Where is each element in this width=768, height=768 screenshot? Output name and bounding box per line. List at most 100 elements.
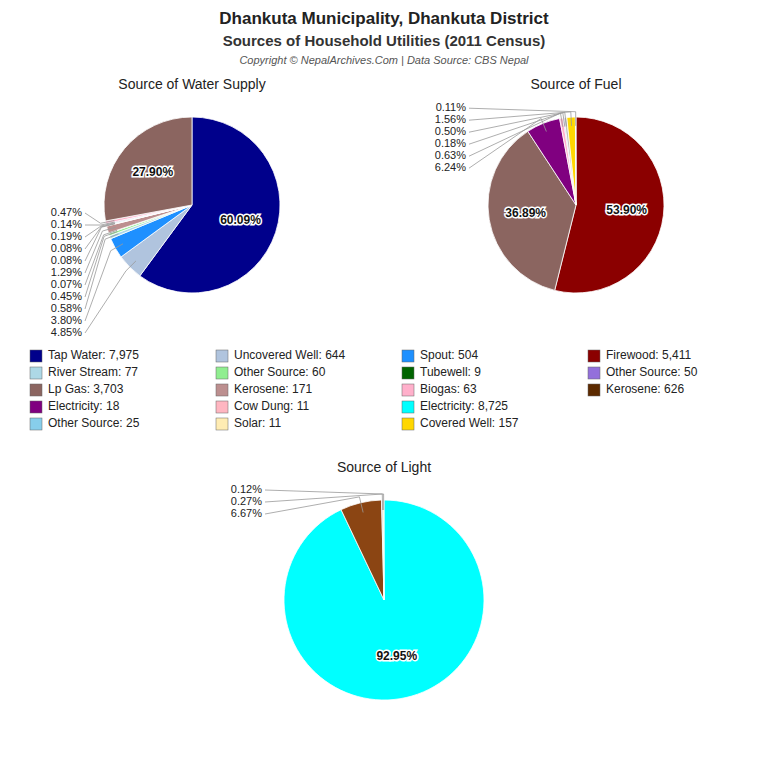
leader-line xyxy=(469,113,563,156)
data-label: 0.27% xyxy=(231,495,262,507)
legend-swatch xyxy=(402,401,414,413)
leader-line xyxy=(85,261,136,333)
pie-slice xyxy=(567,117,576,205)
legend-swatch xyxy=(30,401,42,413)
pie-slice xyxy=(564,117,576,205)
pie-slice xyxy=(575,117,577,205)
data-label: 0.08% xyxy=(51,254,82,266)
legend-entry: Solar: 11 xyxy=(234,416,281,430)
legend-entry: Tubewell: 9 xyxy=(420,365,481,379)
legend-swatch xyxy=(216,384,228,396)
legend-swatch xyxy=(402,350,414,362)
leader-line xyxy=(265,490,384,510)
legend-entry: Lp Gas: 3,703 xyxy=(48,382,124,396)
data-label: 60.09% xyxy=(220,213,261,227)
leader-line xyxy=(469,118,546,168)
legend-entry: Kerosene: 626 xyxy=(606,382,684,396)
page: {"chart_data": [ {"type": "pie", "title"… xyxy=(0,0,768,768)
data-label: 53.90% xyxy=(606,203,647,217)
leader-line xyxy=(469,112,566,132)
pie-title: Source of Light xyxy=(337,459,431,475)
annotation: Copyright © NepalArchives.Com | Data Sou… xyxy=(239,54,529,66)
data-label: 0.45% xyxy=(51,290,82,302)
legend-swatch xyxy=(30,367,42,379)
leader-line xyxy=(85,234,118,309)
legend-entry: Other Source: 50 xyxy=(606,365,698,379)
slices xyxy=(488,117,664,293)
data-label: 6.67% xyxy=(231,507,262,519)
data-label: 0.11% xyxy=(436,101,467,113)
leader-line xyxy=(85,244,123,321)
data-label: 0.47% xyxy=(51,206,82,218)
legend-entry: Other Source: 60 xyxy=(234,365,326,379)
pie-slice xyxy=(560,118,576,205)
legend-entry: Kerosene: 171 xyxy=(234,382,312,396)
leader-line xyxy=(469,108,576,126)
chart: Source of Water Supply60.09%27.90%0.47%0… xyxy=(0,0,768,768)
data-label: 1.56% xyxy=(435,113,466,125)
legend-entry: Electricity: 8,725 xyxy=(420,399,508,413)
data-label: 0.07% xyxy=(51,278,82,290)
leader-line xyxy=(85,232,117,297)
legend-swatch xyxy=(30,384,42,396)
data-label: 0.63% xyxy=(435,149,466,161)
pie-slice xyxy=(383,500,385,600)
legend-swatch xyxy=(30,418,42,430)
legend-swatch xyxy=(216,367,228,379)
slices xyxy=(284,500,484,700)
data-label: 36.89% xyxy=(505,206,546,220)
title: Dhankuta Municipality, Dhankuta District xyxy=(219,9,549,28)
pie-slice xyxy=(284,500,484,700)
data-label: 27.90% xyxy=(132,165,173,179)
leader-line xyxy=(265,497,363,514)
pie: Source of Water Supply60.09%27.90%0.47%0… xyxy=(51,76,280,338)
legend: Tap Water: 7,975River Stream: 77Lp Gas: … xyxy=(30,348,698,430)
data-label: 0.08% xyxy=(51,242,82,254)
legend-swatch xyxy=(588,350,600,362)
data-label: 4.85% xyxy=(51,326,82,338)
pie: Source of Fuel 53.90% 36.89% 0.11%1.56%0.50… xyxy=(435,76,664,293)
pie-slice xyxy=(341,500,384,600)
data-labels: 53.90% 36.89% 0.11%1.56%0.50%0.18%0.63%6.2… xyxy=(435,101,648,220)
legend-entry: Biogas: 63 xyxy=(420,382,477,396)
pie-title: Source of Fuel xyxy=(530,76,621,92)
legend-swatch xyxy=(588,367,600,379)
legend-swatch xyxy=(216,350,228,362)
data-label: 0.14% xyxy=(51,218,82,230)
leader-line xyxy=(85,224,115,261)
data-label: 3.80% xyxy=(51,314,82,326)
data-label: 0.18% xyxy=(435,137,466,149)
data-label: 1.29% xyxy=(51,266,82,278)
legend-swatch xyxy=(402,384,414,396)
legend-entry: Cow Dung: 11 xyxy=(234,399,309,413)
subtitle: Sources of Household Utilities (2011 Cen… xyxy=(223,32,546,49)
pie-slice xyxy=(382,500,384,600)
legend-entry: River Stream: 77 xyxy=(48,365,138,379)
pie-slice xyxy=(104,117,192,221)
leader-line xyxy=(265,494,383,510)
pie: Source of Light 92.95% 0.12%0.27%6.67% xyxy=(231,459,484,700)
legend-entry: Spout: 504 xyxy=(420,348,478,362)
legend-swatch xyxy=(30,350,42,362)
legend-entry: Firewood: 5,411 xyxy=(606,348,691,362)
leader-line xyxy=(85,213,114,223)
legend-swatch xyxy=(402,367,414,379)
legend-swatch xyxy=(216,401,228,413)
legend-swatch xyxy=(216,418,228,430)
pie-title: Source of Water Supply xyxy=(118,76,265,92)
legend-entry: Electricity: 18 xyxy=(48,399,120,413)
data-labels: 60.09%27.90%0.47%0.14%0.19%0.08%0.08%1.2… xyxy=(51,165,261,338)
data-label: 92.95% xyxy=(376,649,417,663)
data-label: 6.24% xyxy=(435,161,466,173)
legend-entry: Other Source: 25 xyxy=(48,416,140,430)
legend-entry: Covered Well: 157 xyxy=(420,416,519,430)
data-label: 0.58% xyxy=(51,302,82,314)
pie-slice xyxy=(563,118,576,205)
legend-swatch xyxy=(588,384,600,396)
legend-entry: Uncovered Well: 644 xyxy=(234,348,345,362)
data-label: 0.19% xyxy=(51,230,82,242)
data-label: 0.50% xyxy=(435,125,466,137)
data-label: 0.12% xyxy=(231,483,262,495)
legend-swatch xyxy=(402,418,414,430)
data-labels: 92.95% 0.12%0.27%6.67% xyxy=(231,483,418,663)
